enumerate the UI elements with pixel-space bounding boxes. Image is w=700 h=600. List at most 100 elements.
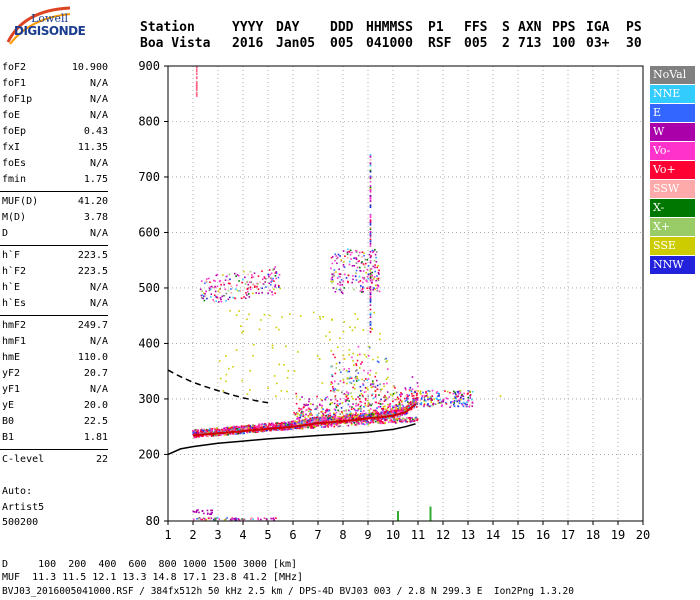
multihop-point [228, 273, 231, 276]
sparse-point [343, 358, 346, 360]
spread-point [352, 418, 355, 420]
spread-point [376, 407, 378, 409]
spread-point [372, 413, 375, 416]
spread-point [343, 393, 346, 395]
multihop-point [222, 294, 225, 297]
low-echo-point [273, 519, 275, 521]
trace-point [436, 395, 439, 398]
header-value-0: Boa Vista [140, 36, 211, 51]
trace-point [277, 428, 279, 431]
spread-point [376, 415, 379, 417]
param-row: B0 22.5 [2, 414, 108, 430]
spread-point [333, 413, 335, 416]
multihop-point [366, 259, 369, 261]
spread-point [359, 385, 362, 388]
multihop-point [371, 271, 373, 274]
sparse-point [276, 382, 278, 385]
trace-point [431, 389, 434, 392]
spread-point [408, 405, 411, 408]
trace-point [353, 420, 355, 422]
param-row: h`E N/A [2, 280, 108, 296]
spread-point [332, 417, 335, 420]
trace-point [253, 430, 256, 432]
spread-point [367, 395, 370, 398]
multihop-point [374, 248, 376, 251]
trace-point [251, 431, 254, 433]
spread-point [401, 393, 403, 395]
trace-point [453, 403, 455, 406]
spread-point [408, 394, 410, 397]
trace-point [281, 422, 284, 424]
low-echo-point [266, 518, 268, 521]
spread-point [324, 418, 327, 421]
spread-point [362, 384, 365, 386]
sparse-point [365, 356, 368, 358]
multihop-point [224, 279, 227, 282]
trace-point [414, 399, 417, 401]
profile-lines [167, 369, 417, 456]
spread-point [387, 411, 389, 413]
trace-point [268, 422, 271, 425]
trace-point [328, 423, 331, 426]
multihop-point [344, 255, 346, 258]
multihop-point [348, 263, 351, 266]
multihop-point [377, 284, 380, 287]
x-tick-label: 18 [586, 528, 600, 542]
header-value-2: Jan05 [276, 36, 316, 51]
trace-point [380, 420, 382, 422]
trace-point [216, 428, 219, 431]
spread-point [308, 398, 311, 400]
spread-point [311, 416, 314, 419]
trace-point [287, 421, 290, 424]
trace-point [350, 420, 352, 423]
spread-point [298, 414, 301, 416]
trace-point [425, 391, 427, 393]
spread-point [377, 414, 380, 416]
trace-point [407, 404, 410, 407]
trace-point [279, 423, 281, 425]
trace-point [198, 432, 201, 434]
spread-point [308, 400, 310, 403]
param-value: N/A [89, 94, 108, 105]
multihop-point [279, 287, 281, 290]
trace-point [276, 422, 278, 424]
streak-point [369, 159, 372, 161]
multihop-point [218, 280, 221, 283]
spread-point [325, 409, 327, 412]
spread-point [368, 414, 371, 416]
multihop-point [226, 275, 228, 278]
spread-point [376, 388, 379, 391]
streak-point [369, 234, 372, 237]
spread-point [355, 364, 358, 367]
trace-point [268, 424, 271, 427]
trace-point [216, 434, 219, 436]
spread-point [306, 419, 308, 421]
trace-point [371, 418, 374, 421]
multihop-point [208, 287, 211, 290]
spread-point [333, 412, 335, 414]
trace-point [284, 422, 287, 424]
multihop-point [358, 281, 360, 283]
spread-point [335, 406, 338, 409]
spread-point [408, 389, 411, 392]
multihop-point [342, 264, 345, 266]
spread-point [416, 382, 419, 384]
trace-point [349, 415, 352, 417]
multihop-point [213, 294, 216, 297]
streak-point [369, 304, 372, 307]
trace-point [356, 422, 358, 425]
trace-point [207, 429, 209, 431]
streak-point [369, 206, 372, 209]
multihop-point [356, 266, 359, 269]
spread-point [357, 379, 360, 381]
spread-point [331, 419, 334, 421]
multihop-point [246, 288, 249, 290]
spread-point [299, 416, 302, 418]
streak-point [369, 242, 372, 245]
trace-point [446, 390, 449, 393]
spread-point [373, 409, 375, 412]
spread-point [355, 375, 357, 378]
param-value: 249.7 [77, 320, 108, 331]
x-tick-label: 2 [189, 528, 196, 542]
spread-point [332, 387, 335, 390]
